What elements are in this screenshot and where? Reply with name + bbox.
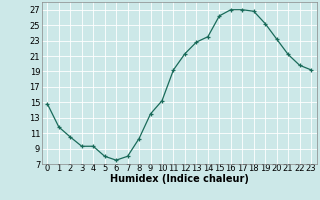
X-axis label: Humidex (Indice chaleur): Humidex (Indice chaleur) [110,174,249,184]
